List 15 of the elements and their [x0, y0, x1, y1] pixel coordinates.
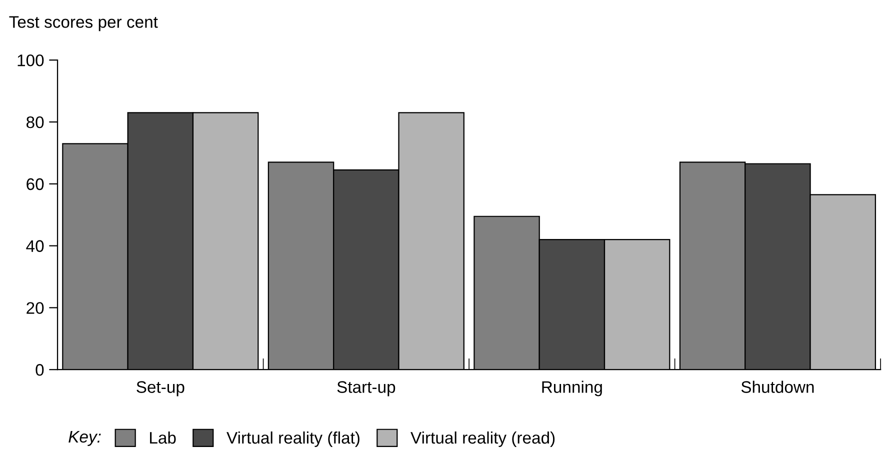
- y-tick-label: 80: [26, 116, 44, 128]
- legend-label: Virtual reality (flat): [226, 431, 360, 447]
- legend-label: Lab: [150, 431, 176, 444]
- legend-title: Key:: [68, 431, 101, 446]
- y-tick-label: 40: [26, 240, 44, 252]
- y-axis-title: Test scores per cent: [9, 16, 158, 32]
- y-tick-label: 20: [26, 302, 44, 314]
- x-tick-label: Start-up: [337, 381, 396, 396]
- legend-label: Virtual reality (read): [410, 431, 555, 447]
- x-tick-label: Set-up: [136, 381, 184, 396]
- x-tick-label: Shutdown: [741, 380, 814, 393]
- y-tick-label: 60: [26, 178, 44, 190]
- x-tick-label: Running: [542, 380, 602, 396]
- y-tick-label: 0: [36, 364, 44, 376]
- y-tick-label: 100: [18, 54, 44, 66]
